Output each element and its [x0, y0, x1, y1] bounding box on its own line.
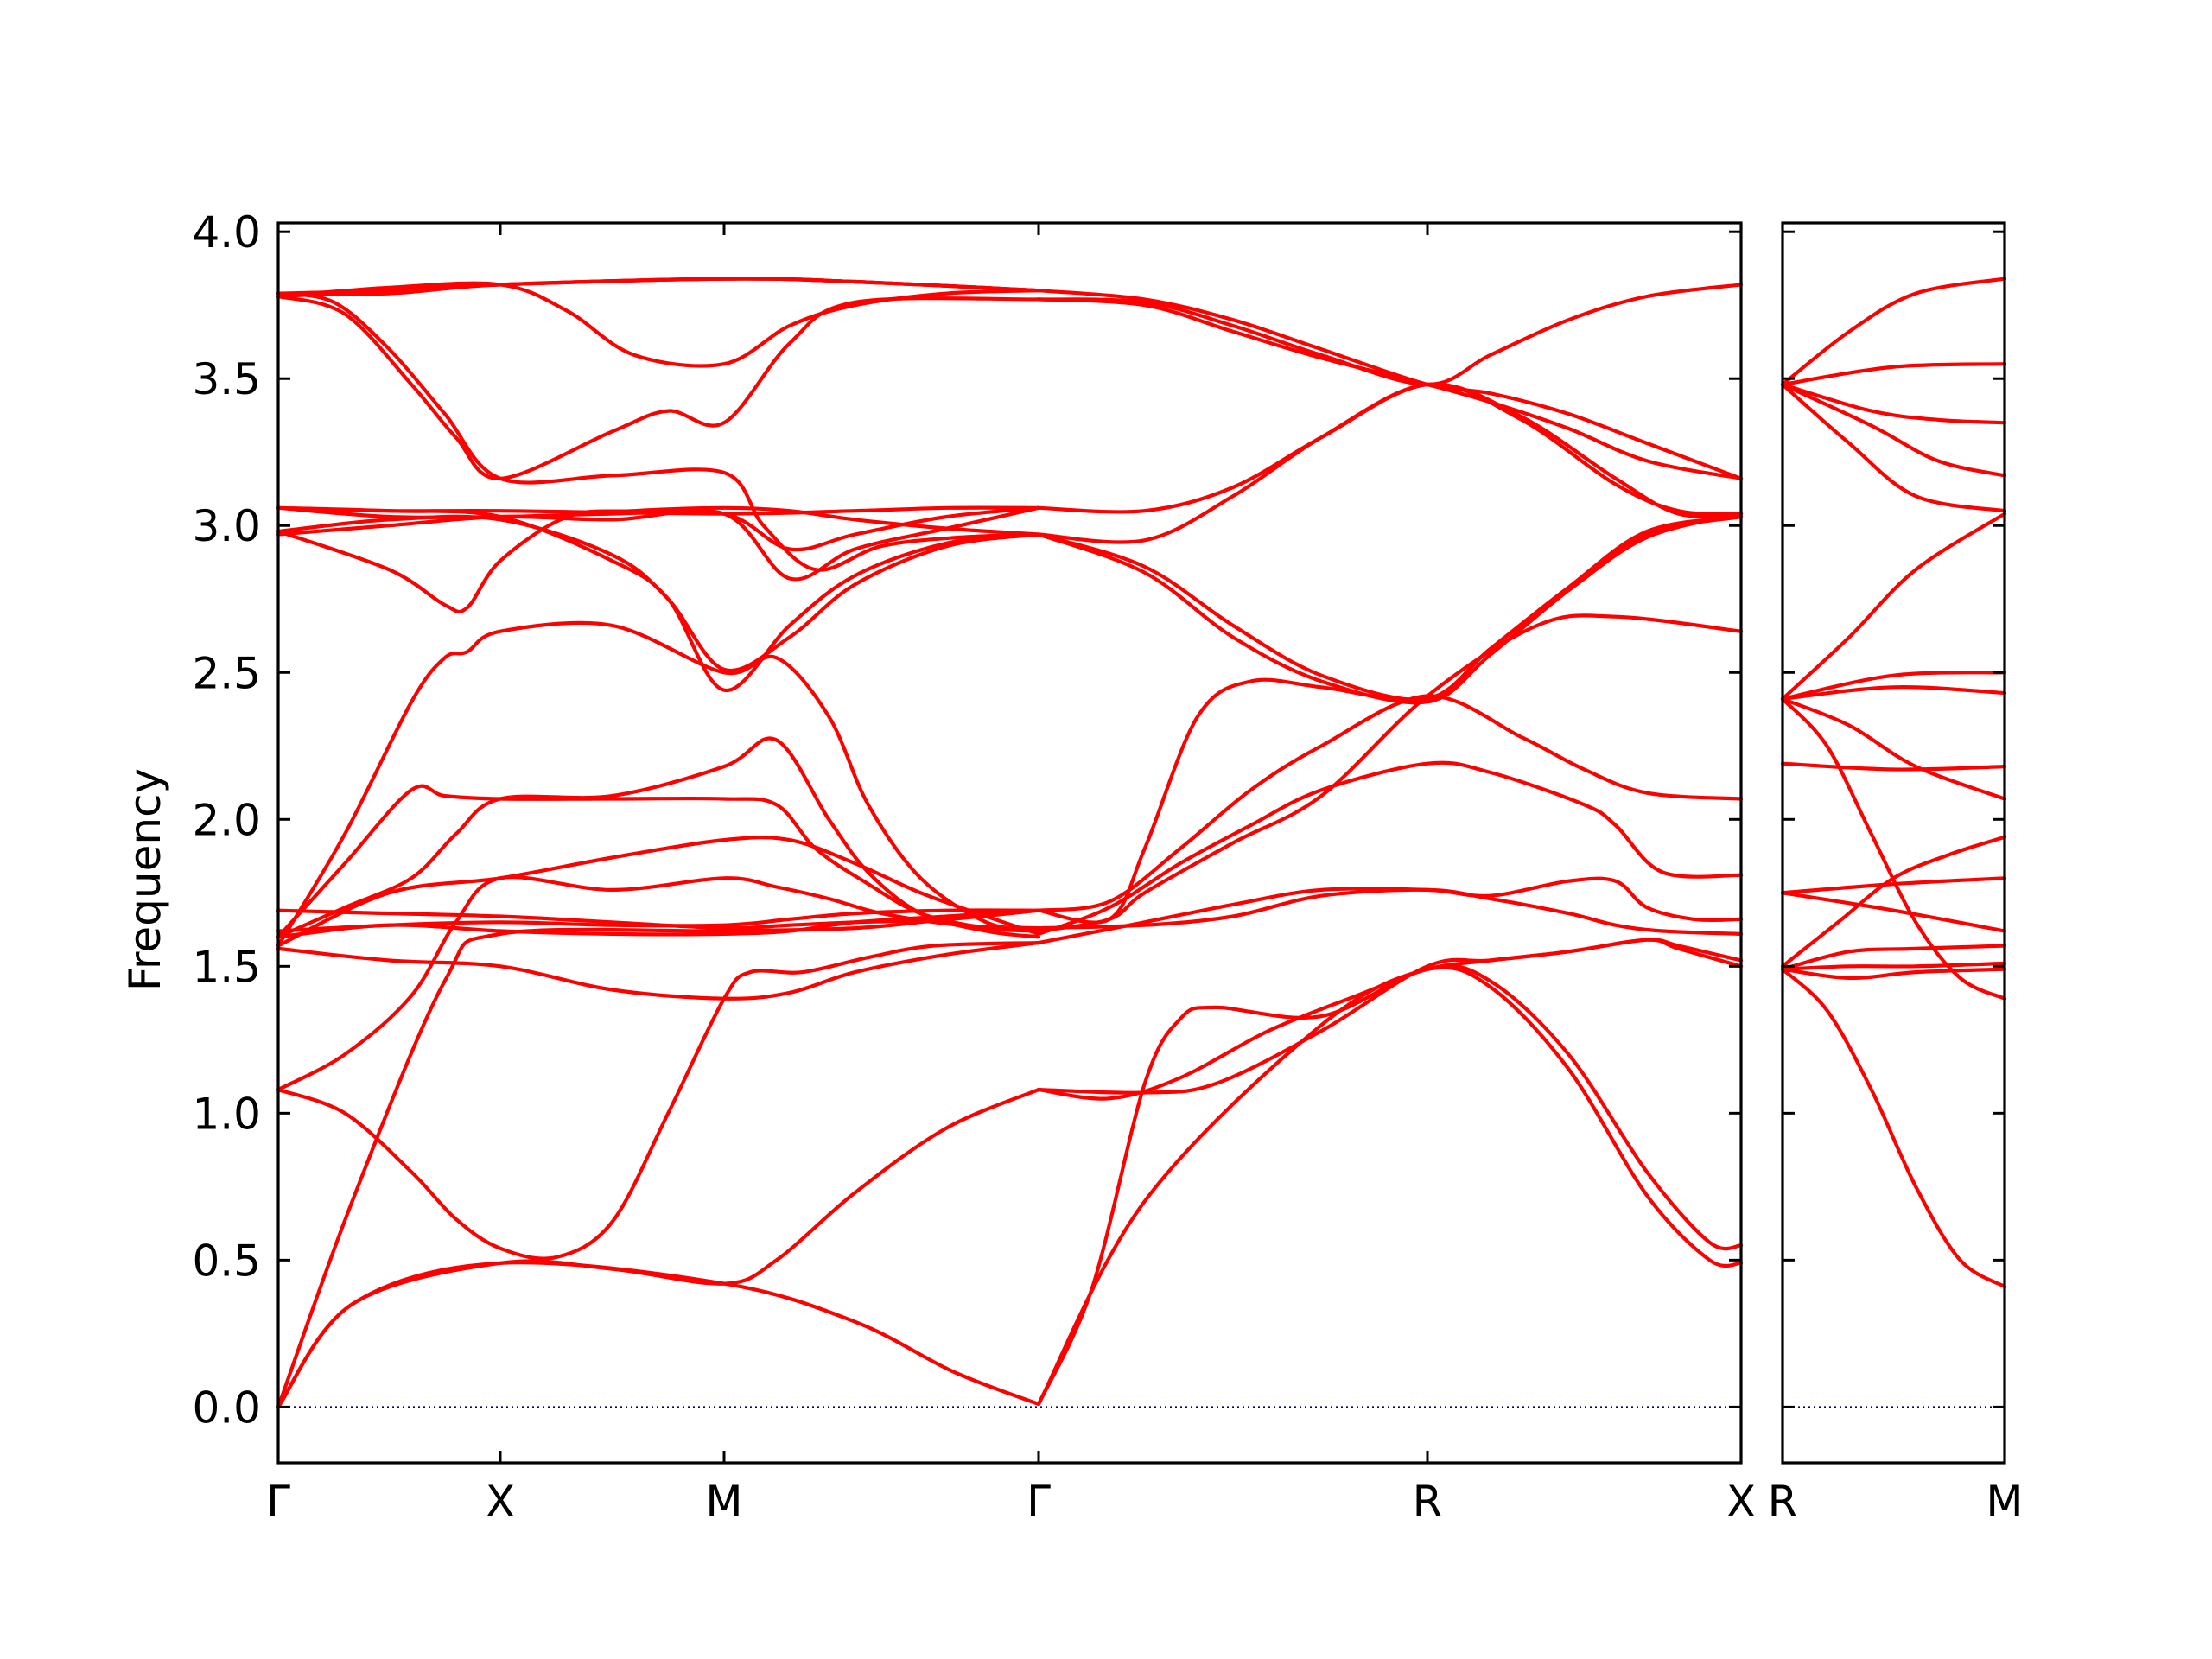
- y-tick-label: 1.0: [192, 1089, 261, 1139]
- y-tick-label: 2.5: [192, 648, 261, 698]
- phonon-band-37: [1036, 514, 1744, 702]
- main-panel-bands: [276, 276, 1744, 1409]
- x-tick-label: R: [1768, 1477, 1798, 1527]
- side-panel-ticks: [1781, 223, 2006, 1463]
- phonon-band-10: [276, 908, 1041, 931]
- y-tick-labels: 0.0 0.5 1.0 1.5 2.0 2.5 3.0 3.5 4.0: [192, 207, 261, 1433]
- y-tick-label: 3.0: [192, 501, 261, 551]
- phonon-band-3: [1780, 961, 2007, 971]
- x-tick-label: X: [486, 1477, 515, 1527]
- y-tick-label: 4.0: [192, 207, 261, 257]
- phonon-band-34: [1036, 694, 1744, 912]
- phonon-band-27: [1036, 965, 1744, 1407]
- phonon-band-42: [1036, 297, 1744, 480]
- phonon-band-1: [1780, 967, 2007, 1289]
- y-tick-label: 0.0: [192, 1382, 261, 1433]
- phonon-band-39: [1036, 382, 1744, 544]
- phonon-band-11: [1780, 685, 2007, 701]
- phonon-band-16: [1780, 382, 2007, 425]
- x-tick-label: M: [1986, 1477, 2023, 1527]
- phonon-band-8: [1780, 761, 2007, 772]
- phonon-band-36: [1036, 514, 1744, 705]
- phonon-band-9: [1780, 696, 2007, 1001]
- phonon-band-3: [276, 908, 1041, 1409]
- phonon-band-13: [1780, 512, 2007, 701]
- phonon-band-24: [276, 276, 1041, 296]
- phonon-band-28: [1036, 938, 1744, 1095]
- phonon-band-20: [276, 291, 1041, 572]
- main-panel: [276, 221, 1744, 1465]
- phonon-band-2: [276, 1088, 1041, 1409]
- main-panel-ticks: [276, 223, 1743, 1463]
- x-tick-label: Γ: [266, 1477, 290, 1527]
- phonon-band-2: [1780, 967, 2007, 981]
- y-tick-label: 3.5: [192, 354, 261, 404]
- phonon-band-31: [1036, 887, 1744, 936]
- phonon-band-5: [276, 875, 1041, 1092]
- phonon-band-40: [1036, 283, 1744, 387]
- phonon-band-6: [276, 941, 1041, 1001]
- phonon-band-15: [1780, 382, 2007, 478]
- x-tick-label: R: [1413, 1477, 1443, 1527]
- phonon-band-35: [1036, 512, 1744, 925]
- phonon-band-16: [276, 505, 1041, 692]
- y-tick-label: 1.5: [192, 942, 261, 992]
- phonon-band-7: [1780, 891, 2007, 933]
- phonon-band-18: [1780, 276, 2007, 387]
- phonon-band-41: [1036, 289, 1744, 480]
- phonon-band-26: [1036, 963, 1744, 1407]
- y-axis-label: Frequency: [120, 768, 170, 991]
- side-panel: [1780, 221, 2007, 1465]
- main-panel-frame: [276, 221, 1743, 1465]
- phonon-band-4: [276, 941, 1041, 1261]
- phonon-band-33: [1036, 613, 1744, 933]
- phonon-band-32: [1036, 760, 1744, 936]
- phonon-band-10: [1780, 696, 2007, 801]
- phonon-band-19: [276, 505, 1041, 582]
- phonon-band-4: [1780, 944, 2007, 971]
- phonon-band-14: [1780, 382, 2007, 513]
- y-tick-label: 0.5: [192, 1236, 261, 1286]
- y-tick-label: 2.0: [192, 795, 261, 845]
- phonon-band-25: [276, 294, 1041, 480]
- phonon-band-11: [276, 620, 1041, 948]
- phonon-band-7: [276, 836, 1041, 948]
- phonon-band-13: [276, 736, 1041, 939]
- phonon-band-29: [1036, 938, 1744, 1101]
- side-panel-bands: [1780, 276, 2007, 1408]
- x-tick-label: Γ: [1027, 1477, 1051, 1527]
- side-panel-frame: [1781, 221, 2006, 1465]
- x-tick-label: X: [1726, 1477, 1756, 1527]
- phonon-band-12: [1780, 671, 2007, 701]
- phonon-band-17: [1780, 362, 2007, 387]
- x-tick-label: M: [705, 1477, 742, 1527]
- phonon-band-17: [276, 505, 1041, 516]
